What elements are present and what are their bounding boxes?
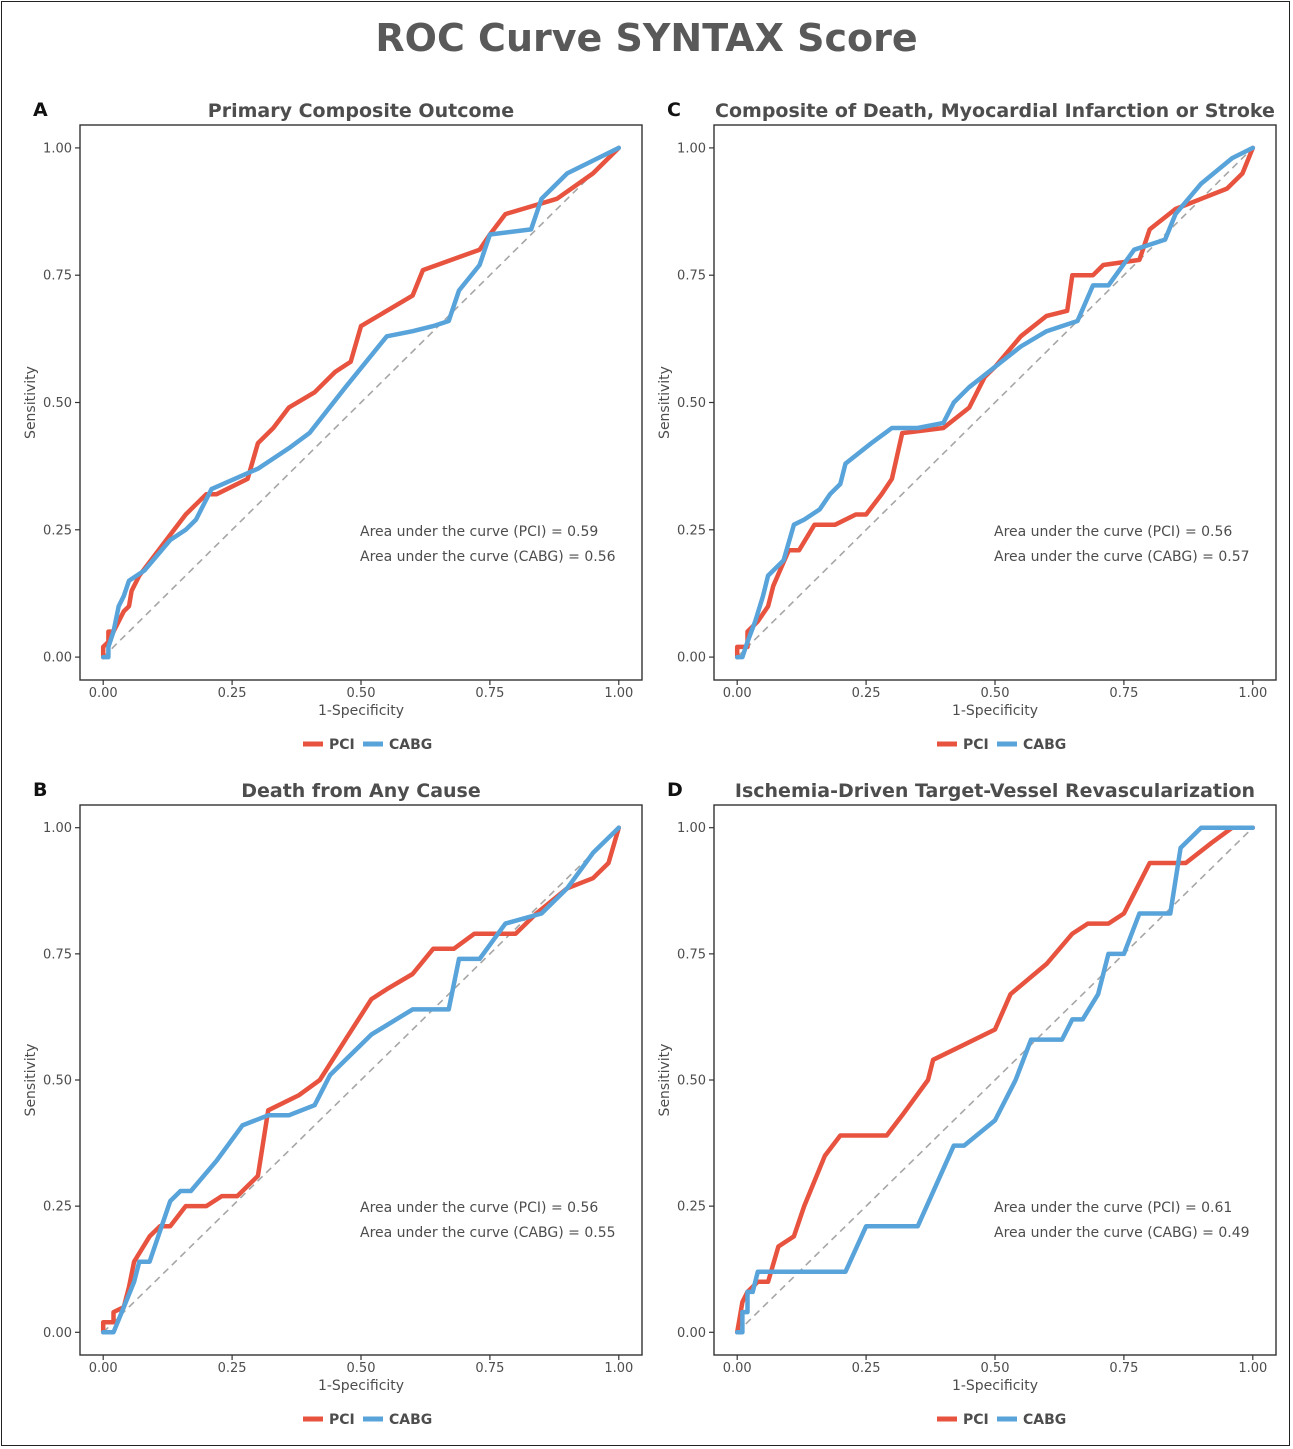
x-tick-label: 0.50 xyxy=(347,686,376,701)
x-tick-label: 1.00 xyxy=(604,1361,633,1376)
panel-title: Primary Composite Outcome xyxy=(208,100,514,122)
panel-letter: A xyxy=(33,99,48,121)
y-tick-label: 0.00 xyxy=(43,651,72,666)
diagonal-reference-line xyxy=(736,827,1254,1333)
legend-label-cabg: CABG xyxy=(389,1412,432,1428)
legend-label-pci: PCI xyxy=(963,1412,989,1428)
legend-label-cabg: CABG xyxy=(389,737,432,753)
y-tick-label: 1.00 xyxy=(677,821,706,836)
panel-letter: B xyxy=(33,779,47,801)
y-tick-label: 0.50 xyxy=(677,396,706,411)
y-tick-label: 0.00 xyxy=(677,1326,706,1341)
legend: PCI CABG xyxy=(303,737,432,753)
x-tick-label: 0.00 xyxy=(89,1361,118,1376)
auc-annotation: Area under the curve (CABG) = 0.56 xyxy=(360,549,616,565)
series-line-cabg xyxy=(100,825,622,1335)
x-tick-label: 1.00 xyxy=(1238,1361,1267,1376)
y-axis-label: Sensitivity xyxy=(23,1044,39,1117)
y-tick-label: 0.25 xyxy=(43,523,72,538)
auc-annotation: Area under the curve (PCI) = 0.56 xyxy=(994,524,1232,540)
auc-annotation: Area under the curve (CABG) = 0.55 xyxy=(360,1225,616,1241)
y-tick-label: 0.50 xyxy=(43,1074,72,1089)
legend-label-pci: PCI xyxy=(329,737,355,753)
x-tick-label: 0.75 xyxy=(475,1361,504,1376)
x-tick-label: 0.25 xyxy=(218,1361,247,1376)
panel-title: Ischemia-Driven Target-Vessel Revascular… xyxy=(735,780,1255,802)
x-tick-label: 0.25 xyxy=(852,686,881,701)
y-tick-label: 0.00 xyxy=(677,651,706,666)
x-tick-label: 0.75 xyxy=(475,686,504,701)
legend-label-cabg: CABG xyxy=(1023,1412,1066,1428)
chart-panel-c: C Composite of Death, Myocardial Infarcti… xyxy=(657,99,1277,753)
panel-title: Composite of Death, Myocardial Infarctio… xyxy=(715,100,1275,122)
y-tick-label: 1.00 xyxy=(43,821,72,836)
legend-label-cabg: CABG xyxy=(1023,737,1066,753)
series-line-cabg xyxy=(100,145,622,660)
legend-label-pci: PCI xyxy=(329,1412,355,1428)
diagonal-reference-line xyxy=(736,147,1254,658)
panel-letter: D xyxy=(667,779,683,801)
auc-annotation: Area under the curve (PCI) = 0.59 xyxy=(360,524,598,540)
y-tick-label: 0.25 xyxy=(677,1200,706,1215)
series-line-pci xyxy=(734,145,1256,660)
y-axis-label: Sensitivity xyxy=(657,1044,673,1117)
y-axis-label: Sensitivity xyxy=(23,366,39,439)
page-title: ROC Curve SYNTAX Score xyxy=(375,16,918,60)
panel-letter: C xyxy=(667,99,681,121)
x-tick-label: 1.00 xyxy=(1238,686,1267,701)
legend: PCI CABG xyxy=(937,737,1066,753)
y-axis-label: Sensitivity xyxy=(657,366,673,439)
x-axis-label: 1-Specificity xyxy=(318,1378,404,1394)
x-tick-label: 0.50 xyxy=(347,1361,376,1376)
x-tick-label: 0.00 xyxy=(723,686,752,701)
auc-annotation: Area under the curve (PCI) = 0.61 xyxy=(994,1200,1232,1216)
y-tick-label: 1.00 xyxy=(677,141,706,156)
auc-annotation: Area under the curve (CABG) = 0.49 xyxy=(994,1225,1250,1241)
y-tick-label: 0.75 xyxy=(43,269,72,284)
auc-annotation: Area under the curve (PCI) = 0.56 xyxy=(360,1200,598,1216)
x-tick-label: 0.50 xyxy=(981,1361,1010,1376)
x-tick-label: 0.25 xyxy=(218,686,247,701)
series-line-cabg xyxy=(734,825,1256,1335)
y-tick-label: 0.75 xyxy=(43,947,72,962)
x-axis-label: 1-Specificity xyxy=(318,703,404,719)
x-tick-label: 1.00 xyxy=(604,686,633,701)
panel-title: Death from Any Cause xyxy=(241,780,481,802)
x-axis-label: 1-Specificity xyxy=(952,1378,1038,1394)
y-tick-label: 0.25 xyxy=(43,1200,72,1215)
y-tick-label: 0.75 xyxy=(677,269,706,284)
series-line-cabg xyxy=(734,145,1256,660)
legend: PCI CABG xyxy=(303,1412,432,1428)
legend-label-pci: PCI xyxy=(963,737,989,753)
x-axis-label: 1-Specificity xyxy=(952,703,1038,719)
series-line-pci xyxy=(100,825,622,1335)
y-tick-label: 1.00 xyxy=(43,141,72,156)
x-tick-label: 0.75 xyxy=(1109,686,1138,701)
x-tick-label: 0.25 xyxy=(852,1361,881,1376)
x-tick-label: 0.00 xyxy=(89,686,118,701)
auc-annotation: Area under the curve (CABG) = 0.57 xyxy=(994,549,1250,565)
series-line-pci xyxy=(100,145,622,660)
legend: PCI CABG xyxy=(937,1412,1066,1428)
y-tick-label: 0.25 xyxy=(677,523,706,538)
x-tick-label: 0.75 xyxy=(1109,1361,1138,1376)
y-tick-label: 0.50 xyxy=(677,1074,706,1089)
diagonal-reference-line xyxy=(102,147,620,658)
diagonal-reference-line xyxy=(102,827,620,1333)
y-tick-label: 0.75 xyxy=(677,947,706,962)
y-tick-label: 0.00 xyxy=(43,1326,72,1341)
chart-panel-d: D Ischemia-Driven Target-Vessel Revascula… xyxy=(657,779,1277,1428)
chart-panel-b: B Death from Any Cause 0.00 0.25 0.50 0.75 1.0… xyxy=(23,779,643,1428)
y-tick-label: 0.50 xyxy=(43,396,72,411)
chart-panel-a: A Primary Composite Outcome 0.00 0.25 0.50 0.… xyxy=(23,99,643,753)
x-tick-label: 0.00 xyxy=(723,1361,752,1376)
x-tick-label: 0.50 xyxy=(981,686,1010,701)
